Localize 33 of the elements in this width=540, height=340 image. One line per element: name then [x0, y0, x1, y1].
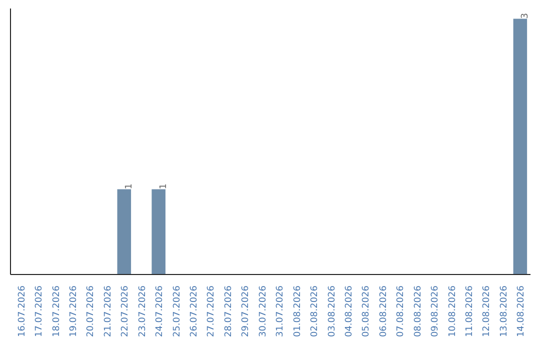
x-tick-label: 18.07.2026 — [52, 285, 62, 338]
x-tick-label: 07.08.2026 — [396, 285, 406, 338]
x-tick-label: 14.08.2026 — [516, 285, 527, 338]
x-tick-label: 02.08.2026 — [310, 285, 320, 338]
x-tick-label: 26.07.2026 — [190, 285, 200, 338]
x-tick-label: 22.07.2026 — [120, 285, 131, 338]
x-tick-label: 19.07.2026 — [68, 285, 79, 338]
x-tick-label: 04.08.2026 — [344, 285, 354, 338]
x-tick-label: 30.07.2026 — [258, 285, 268, 338]
x-tick-label: 29.07.2026 — [241, 285, 252, 338]
x-tick-label: 21.07.2026 — [103, 285, 114, 338]
x-tick-label: 06.08.2026 — [378, 285, 389, 338]
x-tick-label: 16.07.2026 — [17, 285, 28, 338]
x-tick-label: 11.08.2026 — [465, 285, 476, 338]
x-tick-label: 13.08.2026 — [499, 285, 510, 338]
x-tick-label: 09.08.2026 — [430, 285, 441, 338]
x-tick-label: 10.08.2026 — [448, 285, 458, 338]
x-tick-label: 08.08.2026 — [413, 285, 424, 338]
x-tick-label: 03.08.2026 — [327, 285, 338, 338]
x-tick-label: 25.07.2026 — [172, 285, 182, 338]
x-tick-label: 24.07.2026 — [155, 285, 166, 338]
data-label: 1 — [124, 184, 135, 190]
x-tick-label: 05.08.2026 — [362, 285, 372, 338]
x-tick-label: 12.08.2026 — [482, 285, 492, 338]
x-tick-label: 31.07.2026 — [276, 285, 286, 338]
x-tick-label: 01.08.2026 — [292, 285, 303, 338]
data-label: 3 — [520, 12, 531, 19]
x-tick-label: 23.07.2026 — [138, 285, 148, 338]
data-label: 1 — [159, 184, 170, 190]
x-tick-label: 28.07.2026 — [224, 285, 234, 338]
x-tick-label: 20.07.2026 — [86, 285, 96, 338]
x-tick-label: 17.07.2026 — [34, 285, 45, 338]
x-tick-label: 27.07.2026 — [206, 285, 217, 338]
